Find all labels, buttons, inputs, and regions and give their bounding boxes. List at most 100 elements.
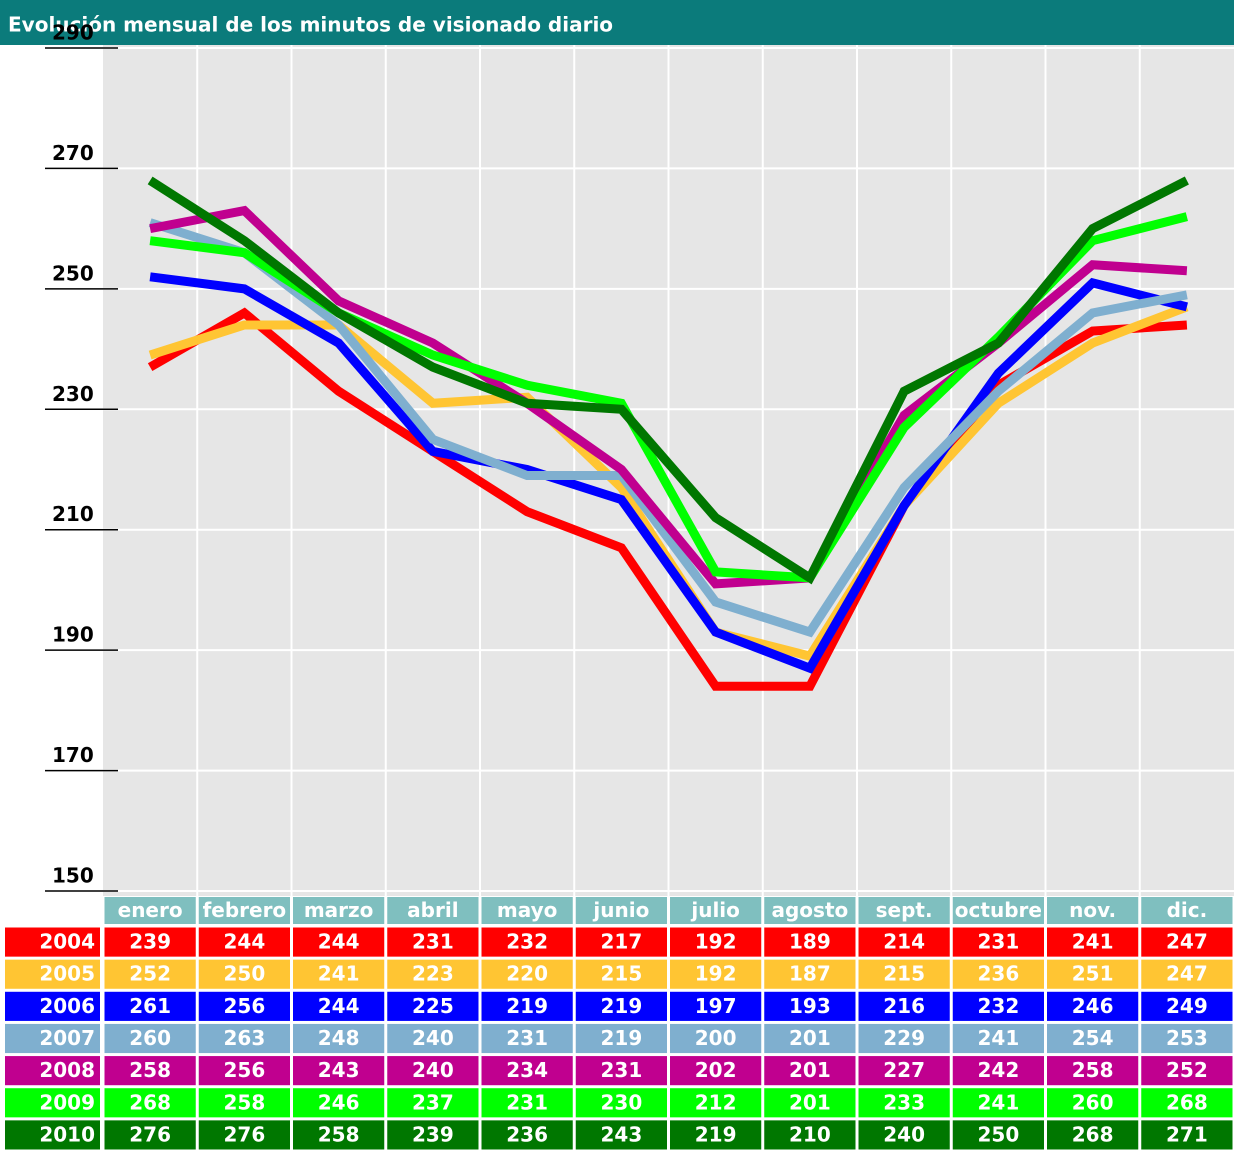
- table-value: 244: [318, 994, 360, 1018]
- year-cell: [5, 1088, 100, 1118]
- table-value: 268: [1166, 1090, 1208, 1114]
- table-value: 252: [129, 962, 171, 986]
- y-tick-label: 170: [52, 743, 94, 767]
- table-cell: [858, 959, 950, 989]
- table-value: 216: [883, 994, 925, 1018]
- table-value: 256: [224, 1058, 266, 1082]
- header-cell: [293, 897, 385, 924]
- table-value: 215: [601, 962, 643, 986]
- table-cell: [1141, 1120, 1233, 1150]
- year-cell: [5, 1023, 100, 1054]
- table-value: 227: [883, 1058, 925, 1082]
- y-tick-label: 270: [52, 141, 94, 165]
- table-value: 231: [978, 930, 1020, 954]
- y-tick-label: 290: [52, 21, 94, 45]
- table-value: 263: [224, 1026, 266, 1050]
- table-cell: [575, 991, 667, 1021]
- table-value: 229: [883, 1026, 925, 1050]
- table-cell: [575, 1023, 667, 1054]
- table-cell: [198, 1120, 290, 1150]
- header-cell: [481, 897, 573, 924]
- table-value: 233: [883, 1090, 925, 1114]
- table-value: 239: [412, 1122, 454, 1146]
- table-value: 241: [978, 1026, 1020, 1050]
- x-tick-label: mayo: [497, 898, 558, 922]
- table-value: 217: [601, 930, 643, 954]
- table-value: 212: [695, 1090, 737, 1114]
- table-cell: [293, 991, 385, 1021]
- table-cell: [764, 927, 856, 957]
- row-label: 2004: [39, 930, 95, 954]
- header-cell: [764, 897, 856, 924]
- table-cell: [858, 927, 950, 957]
- table-cell: [198, 1023, 290, 1054]
- table-cell: [764, 1088, 856, 1118]
- table-cell: [670, 927, 762, 957]
- table-cell: [387, 1088, 479, 1118]
- table-value: 249: [1166, 994, 1208, 1018]
- chart-title: Evolución mensual de los minutos de visi…: [8, 13, 613, 37]
- table-value: 219: [506, 994, 548, 1018]
- table-value: 251: [1072, 962, 1114, 986]
- row-label: 2007: [39, 1026, 95, 1050]
- row-label: 2010: [39, 1122, 95, 1146]
- x-tick-label: sept.: [876, 898, 933, 922]
- table-cell: [575, 959, 667, 989]
- table-cell: [764, 1056, 856, 1086]
- table-value: 258: [1072, 1058, 1114, 1082]
- series-line: [148, 218, 1188, 638]
- x-tick-label: julio: [690, 898, 740, 922]
- table-value: 243: [318, 1058, 360, 1082]
- table-value: 192: [695, 962, 737, 986]
- table-value: 253: [1166, 1026, 1208, 1050]
- table-cell: [952, 1056, 1044, 1086]
- y-tick-label: 210: [52, 502, 94, 526]
- table-value: 202: [695, 1058, 737, 1082]
- table-value: 271: [1166, 1122, 1208, 1146]
- y-tick-label: 250: [52, 261, 94, 285]
- table-value: 187: [789, 962, 831, 986]
- table-cell: [481, 1088, 573, 1118]
- table-cell: [481, 959, 573, 989]
- table-cell: [858, 1023, 950, 1054]
- table-cell: [764, 1023, 856, 1054]
- table-cell: [104, 927, 196, 957]
- header-cell: [1047, 897, 1139, 924]
- table-value: 232: [978, 994, 1020, 1018]
- header-cell: [387, 897, 479, 924]
- table-value: 247: [1166, 962, 1208, 986]
- table-value: 236: [506, 1122, 548, 1146]
- table-cell: [387, 1120, 479, 1150]
- table-value: 232: [506, 930, 548, 954]
- table-cell: [198, 959, 290, 989]
- table-cell: [387, 927, 479, 957]
- header-cell: [1141, 897, 1233, 924]
- table-cell: [198, 991, 290, 1021]
- x-tick-label: febrero: [203, 898, 287, 922]
- table-cell: [1047, 1120, 1139, 1150]
- row-label: 2006: [39, 994, 95, 1018]
- y-tick-label: 190: [52, 623, 94, 647]
- table-value: 201: [789, 1026, 831, 1050]
- table-cell: [387, 991, 479, 1021]
- table-cell: [670, 1088, 762, 1118]
- table-cell: [952, 959, 1044, 989]
- table-value: 250: [978, 1122, 1020, 1146]
- table-cell: [293, 1120, 385, 1150]
- header-cell: [858, 897, 950, 924]
- series-line: [147, 176, 1189, 585]
- table-cell: [1141, 1088, 1233, 1118]
- table-cell: [481, 991, 573, 1021]
- year-cell: [5, 991, 100, 1021]
- table-value: 189: [789, 930, 831, 954]
- table-cell: [764, 1120, 856, 1150]
- table-value: 250: [224, 962, 266, 986]
- table-cell: [104, 1056, 196, 1086]
- table-cell: [952, 1120, 1044, 1150]
- table-cell: [198, 1088, 290, 1118]
- table-cell: [1141, 927, 1233, 957]
- table-value: 240: [412, 1058, 454, 1082]
- table-cell: [1141, 1056, 1233, 1086]
- title-bar: [0, 0, 1234, 45]
